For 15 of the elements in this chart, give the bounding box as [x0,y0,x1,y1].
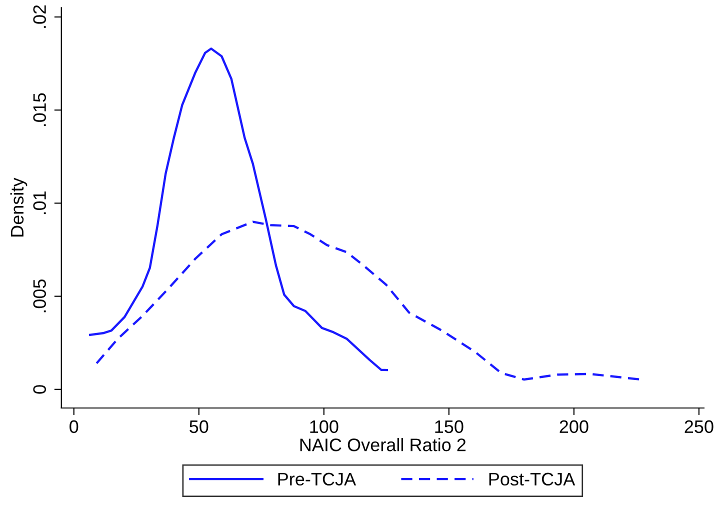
x-tick-label: 0 [70,420,78,434]
y-axis-title: Density [10,178,28,236]
x-axis-title: NAIC Overall Ratio 2 [300,438,466,452]
x-tick-label: 50 [190,420,208,434]
legend-label: Pre-TCJA [278,472,356,486]
y-tick-label: .01 [33,192,46,214]
x-tick-label: 150 [435,420,464,434]
y-tick-label: 0 [33,385,46,394]
x-tick-label: 100 [310,420,338,434]
y-tick-label: .02 [33,5,46,28]
y-tick-label: .015 [33,93,46,126]
legend-label: Post-TCJA [489,472,576,486]
x-tick-label: 200 [560,420,588,434]
y-tick-label: .005 [33,279,46,312]
x-tick-label: 250 [684,420,714,434]
